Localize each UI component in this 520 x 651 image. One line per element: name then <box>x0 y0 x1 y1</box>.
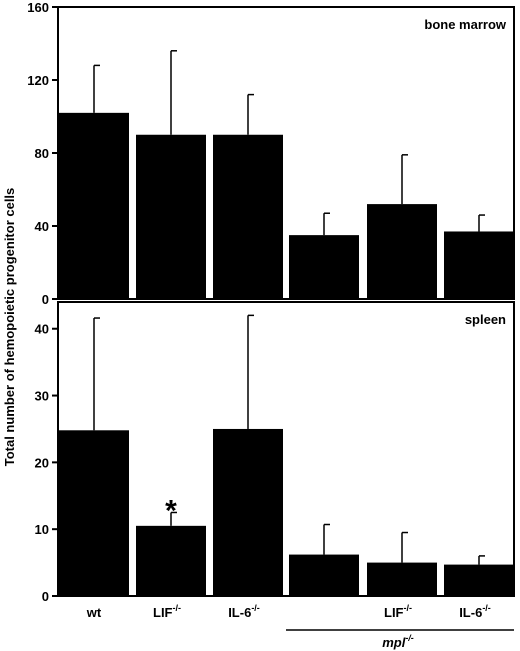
bar <box>289 235 359 299</box>
bar <box>136 134 206 299</box>
category-label: LIF-/- <box>153 603 181 620</box>
group-label: mpl-/- <box>382 633 414 650</box>
y-tick-label: 30 <box>35 389 49 404</box>
panel-title: bone marrow <box>424 17 507 32</box>
bar <box>136 525 206 596</box>
y-tick-label: 40 <box>35 322 49 337</box>
bar <box>59 112 129 299</box>
category-label: LIF-/- <box>384 603 412 620</box>
y-tick-label: 0 <box>42 589 49 604</box>
panel-1: spleen 0 10 20 30 40 * <box>35 301 515 604</box>
y-tick-label: 0 <box>42 292 49 307</box>
y-tick-label: 10 <box>35 522 49 537</box>
y-tick-label: 80 <box>35 146 49 161</box>
bar <box>289 554 359 596</box>
y-tick-label: 40 <box>35 219 49 234</box>
category-label: IL-6-/- <box>228 603 260 620</box>
panel-frame <box>57 301 515 597</box>
y-tick-label: 120 <box>27 73 49 88</box>
category-label: wt <box>86 605 102 620</box>
bar <box>213 428 283 596</box>
panel-title: spleen <box>465 312 506 327</box>
category-label: IL-6-/- <box>459 603 491 620</box>
y-tick-label: 160 <box>27 0 49 15</box>
bar <box>444 231 514 299</box>
significance-marker: * <box>165 494 177 527</box>
bar <box>367 562 437 596</box>
bar <box>59 430 129 596</box>
y-axis-label: Total number of hemopoietic progenitor c… <box>2 188 17 467</box>
y-tick-label: 20 <box>35 455 49 470</box>
bar <box>367 204 437 299</box>
bar <box>444 564 514 596</box>
panel-0: bone marrow 0 40 80 120 160 <box>27 0 515 307</box>
bar <box>213 134 283 299</box>
